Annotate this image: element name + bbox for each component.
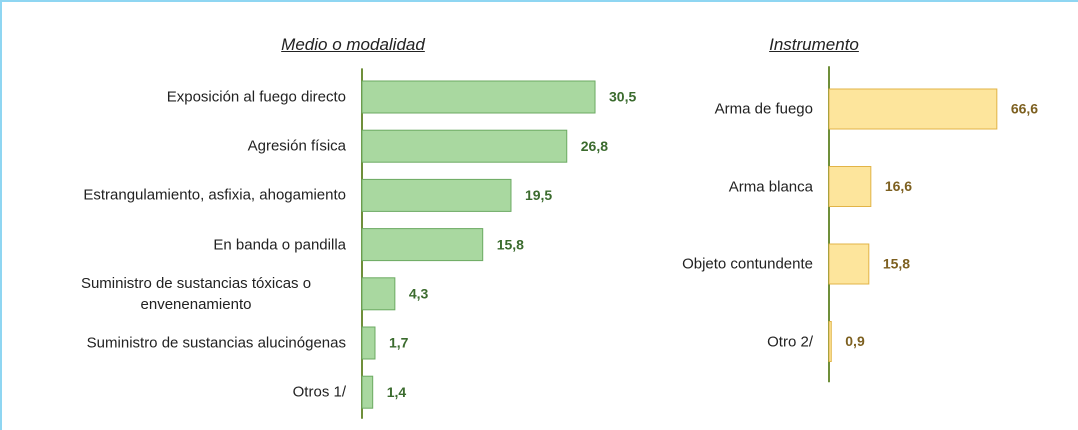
category-label: Arma de fuego — [714, 100, 813, 118]
category-label: Estrangulamiento, asfixia, ahogamiento — [83, 186, 346, 204]
value-label: 15,8 — [497, 236, 524, 252]
category-label: Arma blanca — [728, 178, 813, 195]
value-label: 1,7 — [389, 335, 409, 351]
bar — [361, 228, 484, 262]
value-label: 19,5 — [525, 187, 552, 203]
category-label: Exposición al fuego directo — [166, 88, 346, 106]
bar — [361, 80, 596, 114]
value-label: 0,9 — [845, 333, 865, 349]
value-label: 26,8 — [581, 138, 608, 154]
category-label: Otros 1/ — [292, 383, 346, 401]
category-label: Otro 2/ — [767, 333, 813, 350]
bar — [828, 166, 872, 207]
category-label: Suministro de sustancias alucinógenas — [86, 334, 346, 352]
chart-title: Instrumento — [769, 35, 859, 54]
category-label: Agresión física — [247, 137, 346, 155]
bar — [361, 178, 512, 212]
value-label: 66,6 — [1011, 101, 1038, 117]
value-label: 30,5 — [609, 89, 636, 105]
category-label: En banda o pandilla — [213, 236, 346, 254]
bar — [828, 243, 870, 285]
value-label: 4,3 — [409, 286, 429, 302]
category-label: Suministro de sustancias tóxicas o enven… — [80, 274, 312, 313]
bar — [361, 326, 376, 360]
bar — [361, 277, 396, 311]
bar — [361, 129, 568, 163]
chart-title: Medio o modalidad — [281, 35, 425, 54]
bar — [828, 321, 832, 362]
bar — [828, 88, 998, 130]
bar — [361, 375, 374, 409]
value-label: 15,8 — [883, 256, 910, 272]
category-label: Objeto contundente — [682, 255, 813, 273]
value-label: 1,4 — [387, 384, 407, 400]
value-label: 16,6 — [885, 178, 912, 194]
